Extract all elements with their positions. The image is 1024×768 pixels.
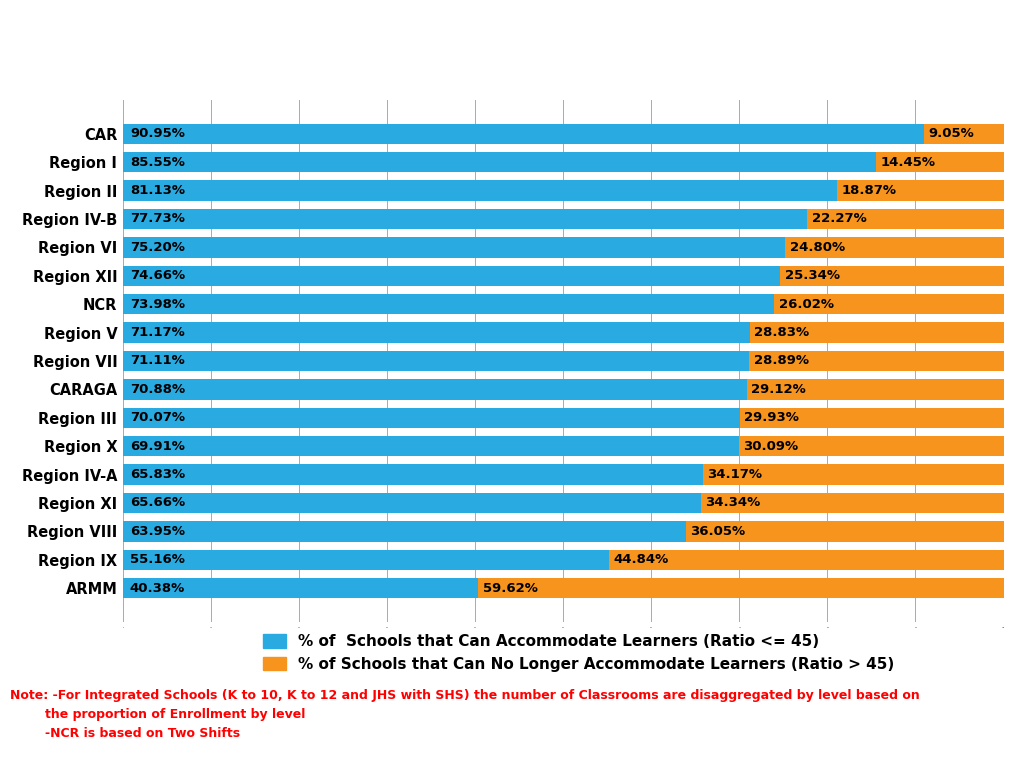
Text: 40.38%: 40.38% [130, 581, 185, 594]
Bar [123, 408, 740, 428]
Text: 36.05%: 36.05% [690, 525, 745, 538]
Bar [123, 180, 838, 200]
Text: 14.45%: 14.45% [881, 156, 936, 169]
Text: 34.34%: 34.34% [706, 496, 761, 509]
Bar [123, 294, 774, 314]
Text: 75.20%: 75.20% [130, 241, 184, 254]
Bar [738, 436, 1004, 456]
Bar [123, 436, 738, 456]
Bar [701, 493, 1004, 513]
Bar [123, 578, 478, 598]
Text: Note: -For Integrated Schools (K to 10, K to 12 and JHS with SHS) the number of : Note: -For Integrated Schools (K to 10, … [10, 689, 920, 740]
Bar [123, 379, 748, 399]
Bar [478, 578, 1004, 598]
Bar [123, 465, 702, 485]
Bar [123, 521, 686, 541]
Text: 71.11%: 71.11% [130, 355, 184, 367]
Text: 77.73%: 77.73% [130, 213, 184, 226]
Text: Department of Education: Department of Education [387, 730, 637, 748]
Bar [774, 294, 1004, 314]
Text: 28.89%: 28.89% [754, 355, 809, 367]
Bar [924, 124, 1004, 144]
Text: 26.02%: 26.02% [779, 298, 834, 311]
Bar [123, 237, 785, 257]
Text: 44.84%: 44.84% [613, 553, 669, 566]
Bar [807, 209, 1004, 229]
Text: 71.17%: 71.17% [130, 326, 184, 339]
Bar [748, 379, 1004, 399]
Text: 22.27%: 22.27% [812, 213, 866, 226]
Bar [123, 152, 877, 173]
Bar [750, 323, 1004, 343]
Text: 55.16%: 55.16% [130, 553, 184, 566]
Text: 59.62%: 59.62% [483, 581, 538, 594]
Bar [123, 266, 780, 286]
Bar [123, 209, 807, 229]
Bar [123, 323, 750, 343]
Text: 28.83%: 28.83% [754, 326, 809, 339]
Text: 73.98%: 73.98% [130, 298, 185, 311]
Bar [780, 266, 1004, 286]
Text: 24.80%: 24.80% [790, 241, 845, 254]
Bar [608, 549, 1004, 570]
Text: 70.88%: 70.88% [130, 383, 185, 396]
Bar [123, 549, 608, 570]
Bar [838, 180, 1004, 200]
Text: 18.87%: 18.87% [842, 184, 897, 197]
Text: 69.91%: 69.91% [130, 439, 184, 452]
Text: 34.17%: 34.17% [707, 468, 762, 481]
Text: 65.83%: 65.83% [130, 468, 185, 481]
Bar [123, 124, 924, 144]
Text: 30.09%: 30.09% [743, 439, 798, 452]
Bar [123, 493, 701, 513]
Bar [686, 521, 1004, 541]
Text: 63.95%: 63.95% [130, 525, 185, 538]
Text: 29.12%: 29.12% [752, 383, 806, 396]
Text: 65.66%: 65.66% [130, 496, 185, 509]
Text: 9.05%: 9.05% [928, 127, 974, 141]
Text: 25.34%: 25.34% [784, 270, 840, 283]
Text: Percentage of Schools Based on Classroom: Percentage of Schools Based on Classroom [56, 28, 968, 71]
Bar [123, 351, 750, 371]
Text: 29.93%: 29.93% [744, 411, 799, 424]
Bar [702, 465, 1004, 485]
Text: 74.66%: 74.66% [130, 270, 185, 283]
Text: 45: 45 [969, 730, 993, 748]
Text: 90.95%: 90.95% [130, 127, 184, 141]
Legend: % of  Schools that Can Accommodate Learners (Ratio <= 45), % of Schools that Can: % of Schools that Can Accommodate Learne… [262, 634, 894, 672]
Bar [877, 152, 1004, 173]
Text: 70.07%: 70.07% [130, 411, 185, 424]
Bar [750, 351, 1004, 371]
Bar [785, 237, 1004, 257]
Text: 81.13%: 81.13% [130, 184, 185, 197]
Text: 85.55%: 85.55% [130, 156, 184, 169]
Bar [740, 408, 1004, 428]
